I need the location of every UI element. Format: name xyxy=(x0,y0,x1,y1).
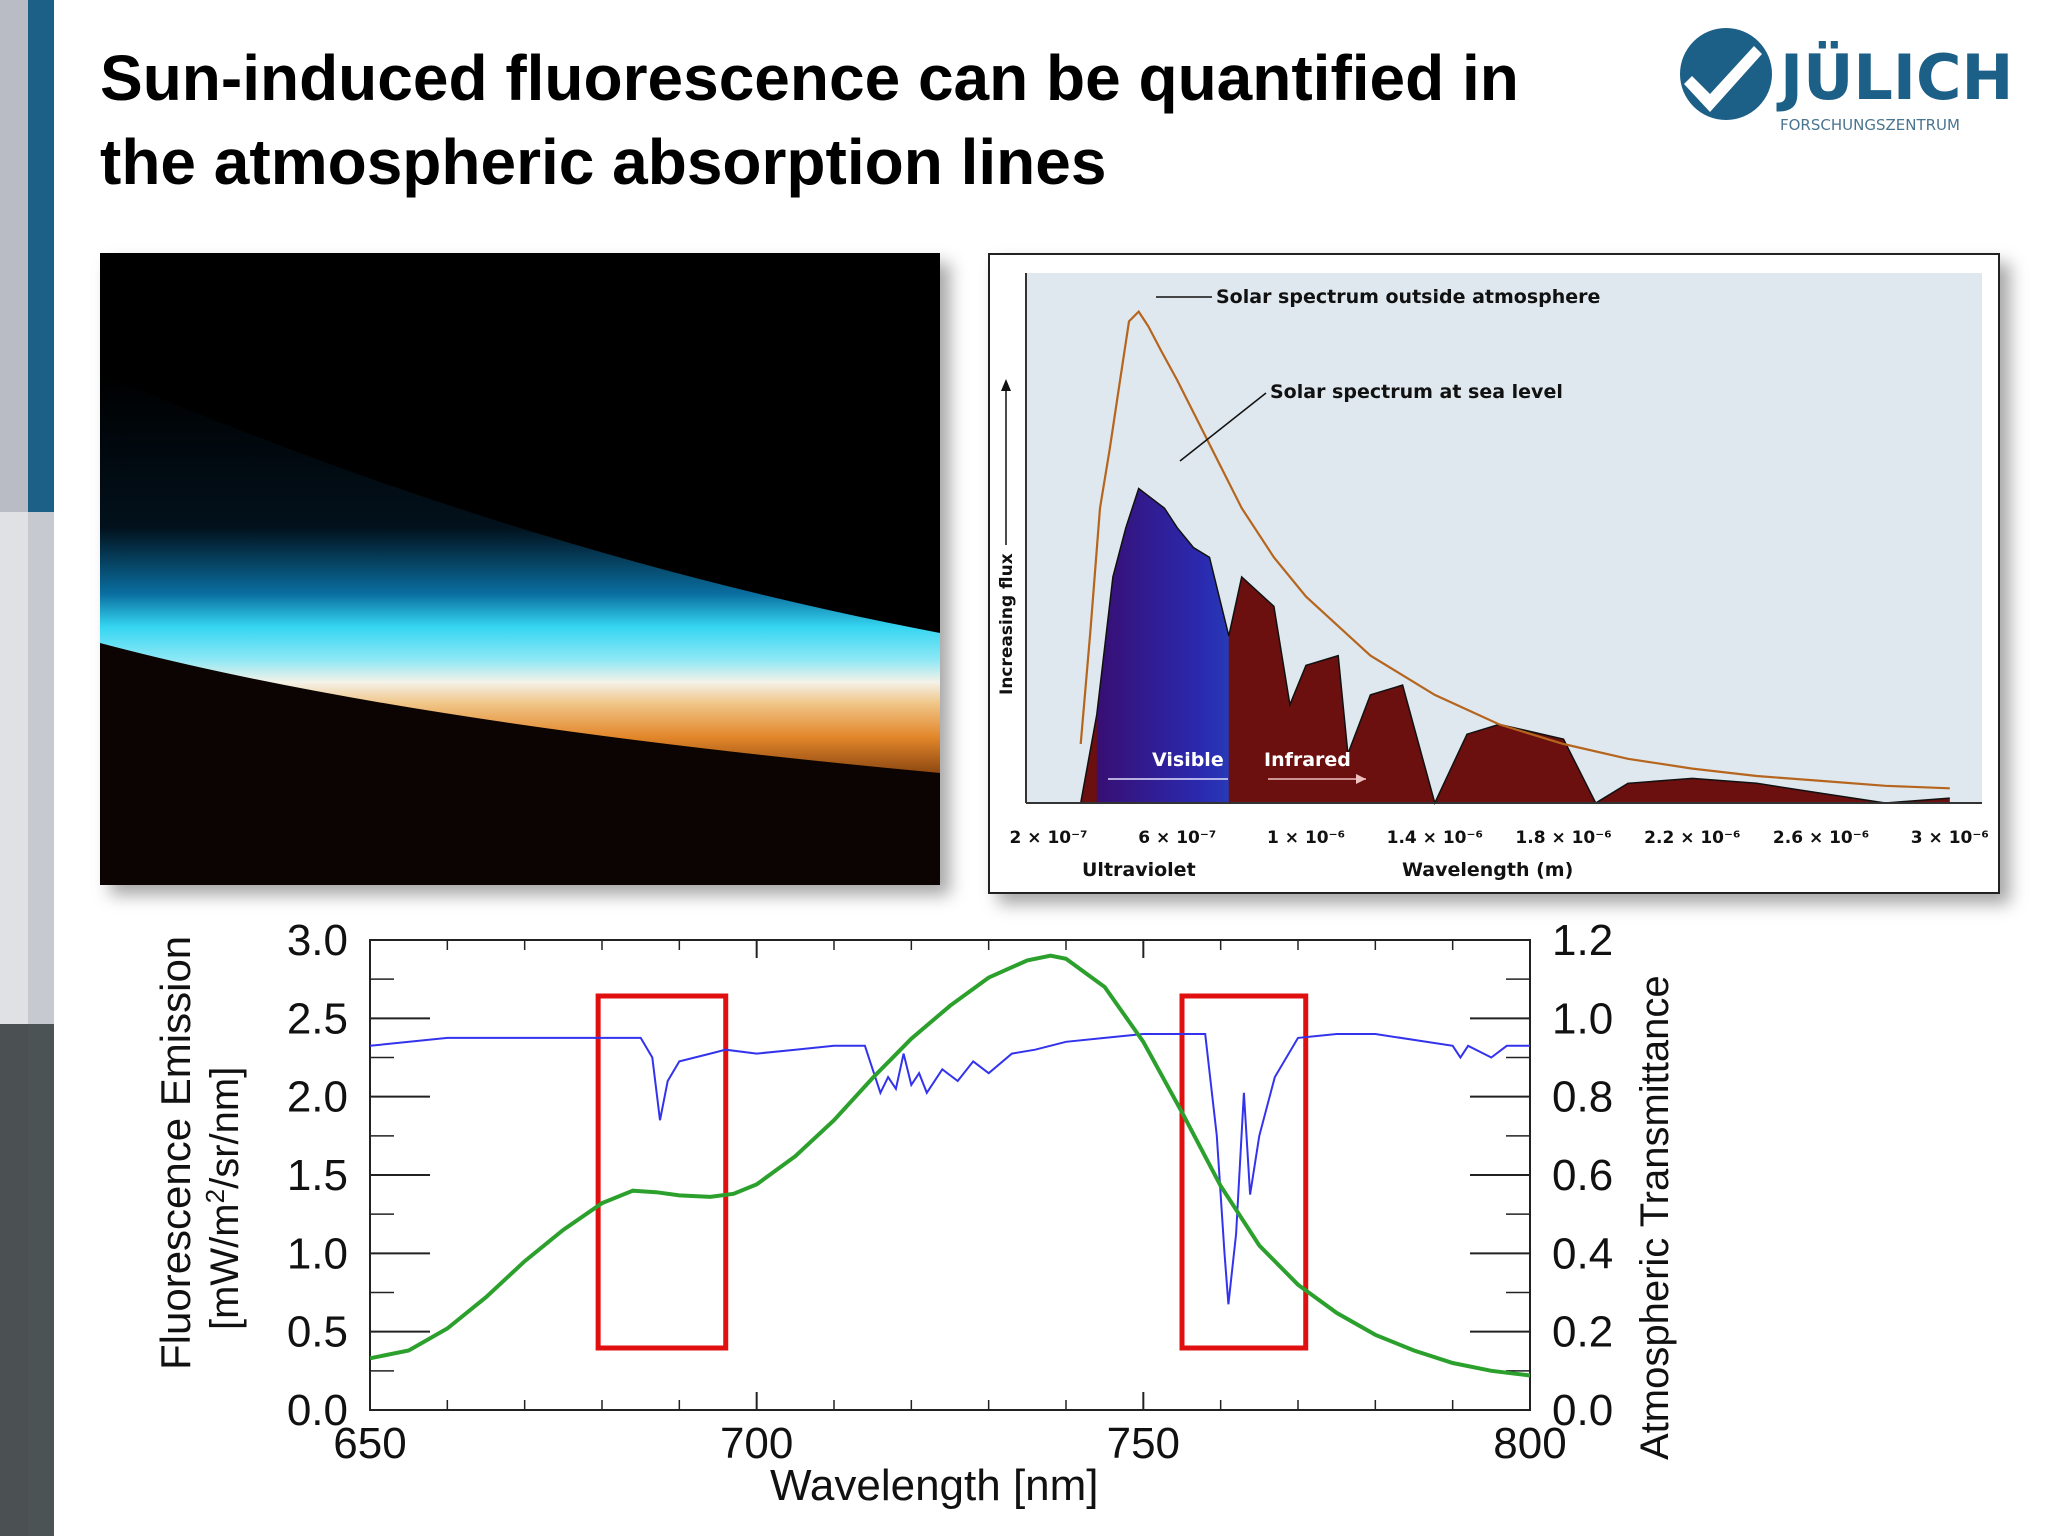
label-infrared: Infrared xyxy=(1264,749,1351,771)
x-tick-label: 650 xyxy=(333,1419,406,1468)
y2-tick-label: 0.4 xyxy=(1552,1229,1613,1278)
y2-tick-label: 1.2 xyxy=(1552,916,1613,965)
transmittance-y-title: Atmospheric Transmittance xyxy=(1633,975,1677,1460)
y-tick-label: 0.5 xyxy=(287,1308,348,1357)
outside-atmosphere-curve xyxy=(1079,309,1950,790)
logo-mark xyxy=(1680,28,1772,120)
absorption-line-highlight-box xyxy=(595,993,729,1351)
y-tick-label: 1.5 xyxy=(287,1151,348,1200)
x-tick-label: 800 xyxy=(1493,1419,1566,1468)
y2-tick-label: 0.2 xyxy=(1552,1308,1613,1357)
spectrum-x-title: Wavelength (m) xyxy=(1402,859,1573,881)
spectrum-x-tick-label: 1.4 × 10⁻⁶ xyxy=(1387,828,1483,848)
y-tick-label: 2.0 xyxy=(287,1073,348,1122)
sidebar-strip xyxy=(0,512,28,1024)
y-units-part1: [mW/m xyxy=(203,1203,247,1330)
slide-title: Sun-induced fluorescence can be quantifi… xyxy=(100,36,1660,204)
solar-spectrum-chart: 2 × 10⁻⁷ 6 × 10⁻⁷ 1 × 10⁻⁶ 1.4 × 10⁻⁶ 1.8 × … xyxy=(997,273,1989,881)
fluorescence-plot-frame xyxy=(369,939,1531,1411)
logo-wordmark: JÜLICH xyxy=(1776,41,2010,114)
fluorescence-x-title: Wavelength [nm] xyxy=(770,1461,1099,1510)
spectrum-x-tick-label: 3 × 10⁻⁶ xyxy=(1911,828,1989,848)
y-units-part2: /sr/nm] xyxy=(203,1067,247,1189)
sidebar-strip xyxy=(0,0,28,512)
spectrum-x-tick-label: 6 × 10⁻⁷ xyxy=(1138,828,1216,848)
title-line-2: the atmospheric absorption lines xyxy=(100,126,1107,198)
earth-limb-photo xyxy=(100,253,940,885)
spectrum-x-tick-label: 2.6 × 10⁻⁶ xyxy=(1773,828,1869,848)
solar-spectrum-panel: 2 × 10⁻⁷ 6 × 10⁻⁷ 1 × 10⁻⁶ 1.4 × 10⁻⁶ 1.8 × … xyxy=(988,253,2000,894)
sea-level-curve xyxy=(1079,487,1950,806)
y-tick-label: 1.0 xyxy=(287,1229,348,1278)
y2-tick-label: 1.0 xyxy=(1552,994,1613,1043)
y2-tick-label: 0.8 xyxy=(1552,1073,1613,1122)
label-outside-atmosphere: Solar spectrum outside atmosphere xyxy=(1216,286,1600,308)
fluorescence-chart: 650 700 750 8000.00.51.01.52.02.53.00.00.20… xyxy=(152,916,1677,1510)
spectrum-x-tick-label: 1.8 × 10⁻⁶ xyxy=(1515,828,1611,848)
y2-tick-label: 0.6 xyxy=(1552,1151,1613,1200)
absorption-line-highlight-box xyxy=(1179,993,1309,1351)
cloud-silhouette xyxy=(100,643,940,885)
label-visible: Visible xyxy=(1152,749,1224,771)
label-sea-level: Solar spectrum at sea level xyxy=(1270,381,1563,403)
fluorescence-series xyxy=(369,953,1531,1378)
x-tick-label: 700 xyxy=(720,1419,793,1468)
y2-tick-label: 0.0 xyxy=(1552,1386,1613,1435)
visible-band-area xyxy=(1096,488,1229,803)
spectrum-x-tick-label: 1 × 10⁻⁶ xyxy=(1267,828,1345,848)
julich-logo: JÜLICH FORSCHUNGSZENTRUM xyxy=(1680,28,2010,134)
infrared-arrowhead xyxy=(1356,774,1366,784)
spectrum-x-tick-label: 2.2 × 10⁻⁶ xyxy=(1644,828,1740,848)
y-tick-label: 0.0 xyxy=(287,1386,348,1435)
fluorescence-panel: 650 700 750 800 0.0 0.5 1.0 1.5 2.0 2.5 3.0 0.0 0.2 0… xyxy=(140,890,1700,1510)
logo-subtext: FORSCHUNGSZENTRUM xyxy=(1780,116,1960,134)
title-line-1: Sun-induced fluorescence can be quantifi… xyxy=(100,42,1519,114)
spectrum-x-tick-label: 2 × 10⁻⁷ xyxy=(1010,828,1088,848)
logo-check-icon xyxy=(1684,46,1762,112)
flux-arrowhead xyxy=(1001,379,1011,391)
y-tick-label: 2.5 xyxy=(287,994,348,1043)
x-tick-label: 750 xyxy=(1107,1419,1180,1468)
sidebar-strip xyxy=(0,1024,28,1536)
spectrum-y-title: Increasing flux xyxy=(997,553,1017,695)
label-ultraviolet: Ultraviolet xyxy=(1082,859,1196,881)
y-units-superscript: 2 xyxy=(200,1189,230,1203)
fluorescence-y-title: Fluorescence Emission xyxy=(152,936,199,1370)
y-tick-label: 3.0 xyxy=(287,916,348,965)
fluorescence-y-units: [mW/m2/sr/nm] xyxy=(200,1067,247,1330)
sea-level-spectrum-area xyxy=(1080,488,1950,803)
leader-sea-level xyxy=(1179,392,1267,462)
